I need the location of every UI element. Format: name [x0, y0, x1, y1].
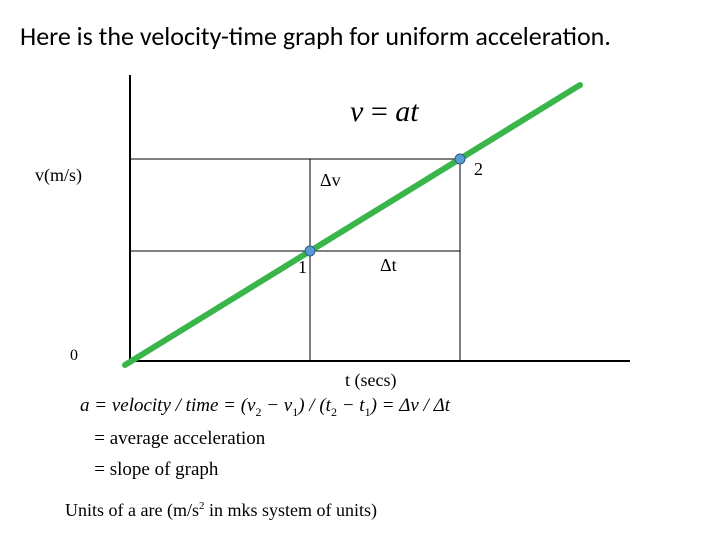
derivation-line-2: = average acceleration	[80, 423, 450, 454]
delta-v-label: Δv	[320, 170, 341, 191]
derivation-line-1: a = velocity / time = (v2 − v1) / (t2 − …	[80, 390, 450, 423]
delta-t-label: Δt	[380, 255, 397, 276]
y-axis-label: v(m/s)	[35, 165, 82, 186]
origin-zero-label: 0	[70, 347, 78, 365]
equation-v-at: v = at	[350, 95, 419, 129]
point-2-label: 2	[474, 159, 483, 180]
derivation-line-3: = slope of graph	[80, 454, 450, 485]
x-axis-label: t (secs)	[345, 370, 396, 391]
page-title: Here is the velocity-time graph for unif…	[20, 20, 611, 52]
derivation-block: a = velocity / time = (v2 − v1) / (t2 − …	[80, 390, 450, 485]
units-line: Units of a are (m/s2 in mks system of un…	[65, 500, 377, 521]
point-1-label: 1	[298, 257, 307, 278]
velocity-time-graph: v = at v(m/s) 0 t (secs) Δv Δt 1 2	[90, 75, 630, 375]
